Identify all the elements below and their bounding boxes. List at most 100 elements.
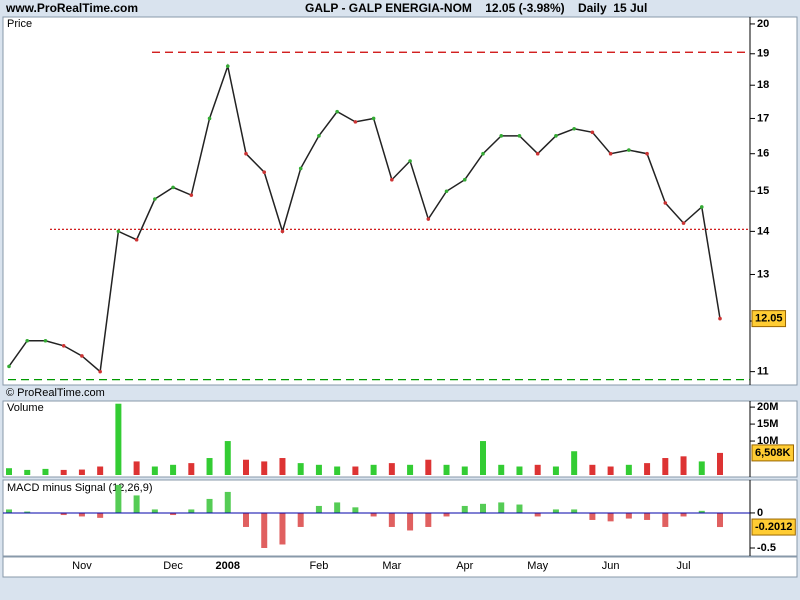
macd-bar (297, 512, 304, 527)
volume-bar (407, 464, 414, 475)
title: GALP - GALP ENERGIA-NOM 12.05 (-3.98%) D… (305, 1, 647, 15)
macd-bar (388, 512, 395, 527)
macd-bar (170, 512, 177, 516)
volume-bar (589, 464, 596, 475)
y-tick-label: 16 (757, 148, 769, 160)
macd-bar (24, 511, 31, 513)
x-tick-label: Mar (382, 560, 401, 572)
price-point (80, 354, 84, 358)
macd-bar (571, 509, 578, 513)
volume-bar (625, 464, 632, 475)
volume-bar (443, 464, 450, 475)
price-point (335, 109, 339, 114)
price-point (189, 193, 194, 197)
volume-bar (297, 463, 304, 475)
price-point (481, 151, 485, 156)
site: www.ProRealTime.com (5, 1, 138, 15)
y-tick-label: 11 (757, 366, 769, 378)
price-point (699, 205, 704, 209)
price-point (663, 201, 668, 205)
price-point (317, 134, 321, 138)
volume-bar (97, 466, 104, 475)
price-point (426, 217, 431, 221)
macd-bar (352, 507, 359, 513)
x-axis-band (2, 556, 798, 578)
volume-bar (188, 463, 195, 475)
price-point (43, 338, 48, 343)
macd-bar (516, 504, 523, 513)
panel-label: Price (7, 18, 32, 30)
macd-bar (370, 512, 377, 517)
macd-bar (224, 491, 231, 513)
last-volume-box (751, 444, 794, 462)
price-point (681, 221, 686, 225)
macd-bar (315, 505, 322, 513)
y-tick-label: 15M (757, 418, 778, 430)
y-tick-label: 13 (757, 268, 769, 280)
volume-bar (698, 461, 705, 475)
volume-bar (78, 469, 85, 475)
macd-bar (334, 502, 341, 513)
volume-bar (388, 463, 395, 475)
volume-bar (680, 456, 687, 475)
y-tick-label: 18 (757, 79, 769, 91)
volume-bar (571, 451, 578, 475)
volume-bar (480, 441, 486, 475)
macd-bar (534, 512, 541, 517)
macd-bar (498, 502, 505, 513)
macd-bar (279, 512, 286, 545)
y-tick-label: 0 (757, 507, 763, 519)
macd-bar (78, 512, 85, 517)
x-tick-label: May (527, 560, 548, 572)
volume-bar (224, 441, 231, 475)
price-point (718, 316, 722, 321)
panel (2, 16, 798, 386)
panel-label: MACD minus Signal (12,26,9) (7, 482, 153, 494)
panel-label: Volume (7, 402, 44, 414)
macd-bar (662, 512, 669, 527)
volume-bar (552, 466, 559, 475)
y-tick-label: 14 (757, 225, 770, 237)
price-point (280, 229, 285, 234)
price-point (61, 343, 66, 348)
x-tick-label: Feb (309, 560, 328, 572)
macd-bar (151, 509, 158, 513)
volume-bar (133, 461, 140, 475)
price-point (572, 127, 576, 131)
price-point (517, 134, 522, 138)
price-point (371, 116, 376, 121)
price-point (408, 159, 412, 163)
volume-bar (206, 458, 213, 475)
y-tick-label: 19 (757, 48, 769, 60)
price-point (608, 151, 613, 156)
volume-bar (261, 461, 268, 475)
volume-bar (279, 458, 286, 475)
volume-bar (425, 459, 432, 475)
volume-bar (24, 469, 31, 475)
x-tick-label: Jul (677, 560, 691, 572)
price-point (7, 364, 11, 369)
price-point (554, 134, 558, 138)
volume-bar (243, 459, 249, 475)
copyright: © ProRealTime.com (6, 387, 105, 399)
price-point (627, 148, 631, 152)
volume-bar (170, 464, 177, 475)
price-point (444, 189, 449, 194)
volume-bar (644, 463, 651, 475)
volume-bar (461, 466, 468, 475)
price-point (645, 151, 649, 156)
macd-bar (243, 512, 249, 527)
last-macd: -0.2012 (755, 521, 792, 533)
volume-bar (315, 464, 322, 475)
price-point (390, 177, 394, 182)
macd-bar (480, 503, 486, 513)
x-tick-label: 2008 (216, 560, 240, 572)
volume-bar (60, 469, 67, 475)
panel (2, 400, 798, 478)
macd-bar (206, 498, 213, 513)
last-volume: 6,508K (755, 447, 791, 459)
volume-bar (151, 466, 158, 475)
price-point (207, 116, 212, 121)
